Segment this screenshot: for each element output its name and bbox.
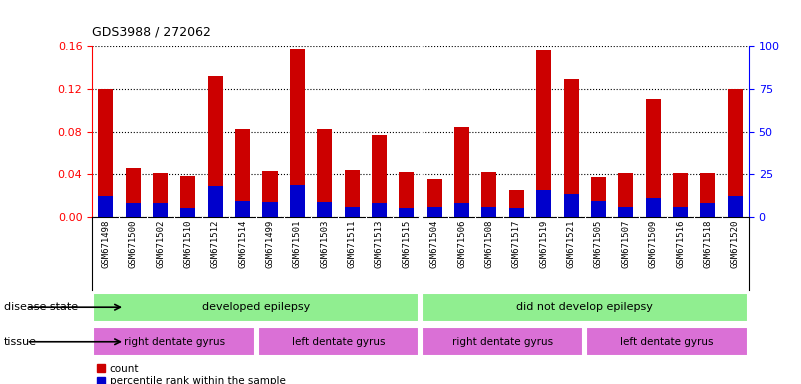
Bar — [344, 207, 360, 217]
Bar — [564, 194, 578, 217]
Text: GDS3988 / 272062: GDS3988 / 272062 — [92, 25, 211, 38]
Text: did not develop epilepsy: did not develop epilepsy — [517, 302, 653, 312]
Bar — [400, 208, 414, 217]
Text: GSM671508: GSM671508 — [485, 219, 493, 268]
Bar — [454, 203, 469, 217]
Text: GSM671515: GSM671515 — [402, 219, 412, 268]
Text: left dentate gyrus: left dentate gyrus — [292, 337, 385, 347]
Bar — [591, 177, 606, 217]
Bar — [235, 129, 250, 217]
Bar — [94, 293, 419, 322]
Bar — [700, 173, 715, 217]
Bar — [290, 49, 305, 217]
Bar — [509, 190, 524, 217]
Bar — [422, 327, 583, 356]
Text: GSM671509: GSM671509 — [649, 219, 658, 268]
Bar — [673, 173, 688, 217]
Bar — [427, 179, 441, 217]
Text: GSM671498: GSM671498 — [101, 219, 111, 268]
Text: left dentate gyrus: left dentate gyrus — [620, 337, 714, 347]
Bar — [126, 203, 141, 217]
Bar — [646, 198, 661, 217]
Text: GSM671502: GSM671502 — [156, 219, 165, 268]
Bar — [180, 176, 195, 217]
Bar — [207, 186, 223, 217]
Text: GSM671503: GSM671503 — [320, 219, 329, 268]
Text: GSM671505: GSM671505 — [594, 219, 603, 268]
Bar — [400, 172, 414, 217]
Bar — [728, 195, 743, 217]
Bar — [618, 173, 634, 217]
Text: GSM671520: GSM671520 — [731, 219, 740, 268]
Text: GSM671519: GSM671519 — [539, 219, 548, 268]
Bar — [564, 79, 578, 217]
Bar — [153, 173, 168, 217]
Text: right dentate gyrus: right dentate gyrus — [123, 337, 225, 347]
Text: GSM671514: GSM671514 — [238, 219, 248, 268]
Bar — [536, 190, 551, 217]
Bar — [153, 203, 168, 217]
Bar — [586, 327, 747, 356]
Text: GSM671506: GSM671506 — [457, 219, 466, 268]
Bar — [263, 202, 277, 217]
Text: GSM671511: GSM671511 — [348, 219, 356, 268]
Text: GSM671512: GSM671512 — [211, 219, 219, 268]
Bar — [126, 168, 141, 217]
Bar — [618, 207, 634, 217]
Text: disease state: disease state — [4, 302, 78, 312]
Bar — [422, 293, 747, 322]
Text: GSM671499: GSM671499 — [265, 219, 275, 268]
Bar — [509, 208, 524, 217]
Bar — [180, 209, 195, 217]
Bar — [99, 89, 113, 217]
Bar — [290, 185, 305, 217]
Bar — [263, 171, 277, 217]
Bar — [94, 327, 255, 356]
Bar — [427, 207, 441, 217]
Text: GSM671513: GSM671513 — [375, 219, 384, 268]
Bar — [99, 195, 113, 217]
Text: right dentate gyrus: right dentate gyrus — [452, 337, 553, 347]
Bar — [481, 172, 497, 217]
Bar — [258, 327, 419, 356]
Text: GSM671518: GSM671518 — [703, 219, 712, 268]
Bar — [207, 76, 223, 217]
Bar — [344, 170, 360, 217]
Bar — [481, 207, 497, 217]
Bar — [454, 127, 469, 217]
Text: GSM671504: GSM671504 — [429, 219, 439, 268]
Text: GSM671521: GSM671521 — [566, 219, 576, 268]
Text: tissue: tissue — [4, 337, 37, 347]
Bar — [372, 203, 387, 217]
Bar — [673, 207, 688, 217]
Bar — [372, 135, 387, 217]
Text: GSM671507: GSM671507 — [622, 219, 630, 268]
Bar — [317, 202, 332, 217]
Text: GSM671501: GSM671501 — [293, 219, 302, 268]
Text: GSM671517: GSM671517 — [512, 219, 521, 268]
Bar — [700, 203, 715, 217]
Bar — [646, 99, 661, 217]
Text: developed epilepsy: developed epilepsy — [202, 302, 311, 312]
Bar — [536, 50, 551, 217]
Text: GSM671510: GSM671510 — [183, 219, 192, 268]
Bar — [591, 201, 606, 217]
Text: GSM671500: GSM671500 — [129, 219, 138, 268]
Text: GSM671516: GSM671516 — [676, 219, 685, 268]
Bar — [317, 129, 332, 217]
Bar — [235, 201, 250, 217]
Legend: count, percentile rank within the sample: count, percentile rank within the sample — [98, 364, 286, 384]
Bar — [728, 89, 743, 217]
